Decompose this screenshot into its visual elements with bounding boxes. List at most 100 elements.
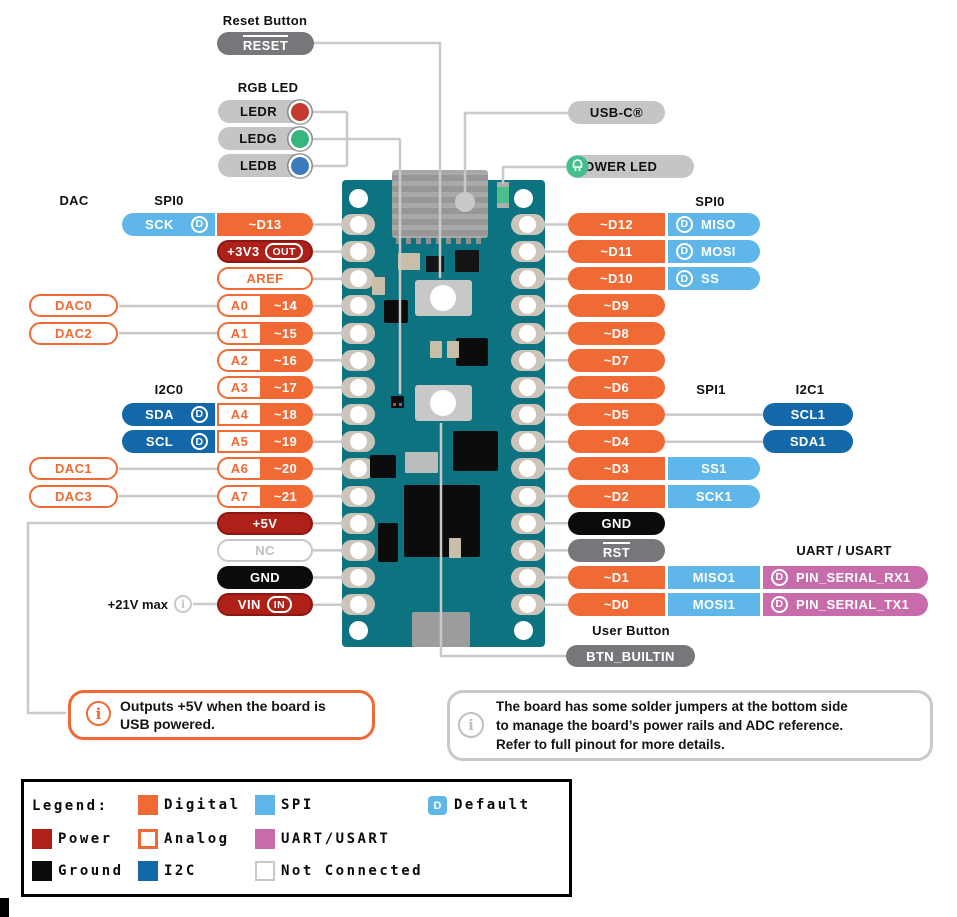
- mounting-hole: [349, 621, 368, 640]
- user-button-callout-pill: BTN_BUILTIN: [566, 645, 695, 667]
- callout-pill-SCL1: SCL1: [763, 403, 853, 427]
- board-pad: [341, 376, 375, 398]
- pin-label: ~D12: [599, 217, 634, 232]
- board-pad: [511, 376, 545, 398]
- pin-label: +3V3: [227, 244, 260, 260]
- pin-pill-~D12: ~D12: [568, 213, 665, 236]
- reset-button-header: Reset Button: [222, 13, 308, 28]
- board-component-chip: [370, 455, 396, 478]
- reset-label: RESET: [242, 35, 289, 52]
- board-rgb-led: [391, 396, 404, 408]
- usb-c-label: USB-C®: [589, 105, 644, 120]
- pin-pill-GND: GND: [568, 511, 665, 535]
- default-badge: D: [433, 799, 442, 812]
- board-component-passive: [447, 341, 459, 358]
- pin-pill-~14: A0 ~14: [217, 294, 313, 318]
- board-pad: [511, 241, 545, 263]
- pin-label: ~D8: [603, 325, 630, 341]
- vin-max-note: +21V max: [107, 597, 168, 612]
- ledg-green-icon: [291, 129, 309, 148]
- pin-label: ~19: [273, 434, 298, 450]
- pin-label: ~D6: [603, 379, 630, 395]
- callout-pill-DAC2: DAC2: [29, 321, 118, 345]
- pin-label: ~D3: [603, 461, 630, 477]
- pin-label: ~D11: [600, 244, 633, 260]
- pin-pill-~D7: ~D7: [568, 348, 665, 372]
- pin-label: ~D10: [599, 271, 634, 287]
- board-power-led: [497, 182, 509, 208]
- pin-label: VIN: [237, 597, 261, 613]
- analog-name: A3: [219, 377, 260, 397]
- pin-function-label: SS1: [701, 461, 727, 477]
- pin-pill-~D6: ~D6: [568, 375, 665, 399]
- callout-pill-DAC1: DAC1: [29, 457, 118, 481]
- pin-label: ~21: [273, 488, 298, 504]
- badge-pill-SS: D SS: [668, 267, 760, 291]
- jumper-note-line3: Refer to full pinout for more details.: [496, 737, 725, 752]
- board-component-bottom-tab: [412, 612, 470, 647]
- callout-pill-PIN_SERIAL_RX1: D PIN_SERIAL_RX1: [763, 566, 928, 590]
- pin-label: ~D13: [248, 217, 282, 232]
- analog-name: A2: [219, 350, 260, 370]
- pin-function-label: SCK1: [695, 488, 733, 504]
- legend-label-digital: Digital: [164, 797, 241, 813]
- pin-pill-RST: RST: [568, 538, 665, 562]
- pin-label: ~D0: [603, 597, 630, 613]
- board-pad: [511, 268, 545, 290]
- ledg-label: LEDG: [239, 131, 277, 146]
- default-badge: D: [191, 216, 208, 233]
- badge-pill-SCL: SCL D: [122, 430, 215, 454]
- board-pad: [341, 458, 375, 480]
- legend-title: Legend:: [32, 798, 109, 814]
- ledg-pill: LEDG: [218, 127, 313, 150]
- board-pad: [341, 539, 375, 561]
- ledr-label: LEDR: [240, 104, 277, 119]
- legend-swatch-default: D: [428, 796, 447, 815]
- legend-swatch-spi: [255, 795, 275, 815]
- badge-pill-SDA: SDA D: [122, 403, 215, 427]
- board-pad: [341, 485, 375, 507]
- pin-pill-~D11: ~D11: [568, 240, 665, 264]
- board-component-passive: [449, 538, 461, 558]
- pin-function-label: SCK: [145, 217, 174, 232]
- default-badge: D: [676, 216, 693, 233]
- board-pad: [341, 241, 375, 263]
- jumper-note-text: The board has some solder jumpers at the…: [496, 697, 848, 754]
- analog-name: A0: [219, 296, 260, 316]
- default-badge: D: [191, 406, 208, 424]
- badge-pill-MOSI1: MOSI1: [668, 593, 760, 617]
- pin-function-label: MOSI1: [692, 597, 736, 613]
- callout-pill-DAC0: DAC0: [29, 294, 118, 318]
- legend-swatch-i2c: [138, 861, 158, 881]
- board-pad: [511, 567, 545, 589]
- legend-label-nc: Not Connected: [281, 863, 424, 879]
- pin-label: +5V: [252, 515, 278, 531]
- pin-pill-NC: NC: [217, 538, 313, 562]
- pin-pill-AREF: AREF: [217, 267, 313, 291]
- pin-pill-~D10: ~D10: [568, 267, 665, 291]
- board-component-passive: [455, 250, 479, 272]
- board-component-passive: [430, 341, 442, 358]
- user-button-header: User Button: [592, 623, 670, 638]
- board-component-chip: [378, 523, 398, 562]
- pin-tag-badge: IN: [266, 595, 293, 614]
- board-pad: [341, 594, 375, 616]
- pin-pill-~D0: ~D0: [568, 593, 665, 617]
- board-pad: [341, 268, 375, 290]
- board-component-passive: [398, 253, 420, 270]
- badge-pill-MISO1: MISO1: [668, 566, 760, 590]
- pin-pill-VIN: VIN IN: [217, 593, 313, 617]
- pin-pill-~D8: ~D8: [568, 321, 665, 345]
- callout-label: DAC0: [55, 298, 92, 314]
- reset-callout-pill: RESET: [217, 32, 314, 55]
- default-badge: D: [771, 569, 788, 587]
- jumper-note-info-icon: i: [458, 712, 484, 738]
- pin-label: ~18: [273, 407, 298, 423]
- pin-label: ~16: [273, 352, 298, 368]
- pin-label: ~14: [273, 298, 298, 314]
- board-pad: [511, 404, 545, 426]
- board-pad: [341, 404, 375, 426]
- dac-header: DAC: [59, 193, 89, 208]
- pin-label: GND: [249, 570, 281, 586]
